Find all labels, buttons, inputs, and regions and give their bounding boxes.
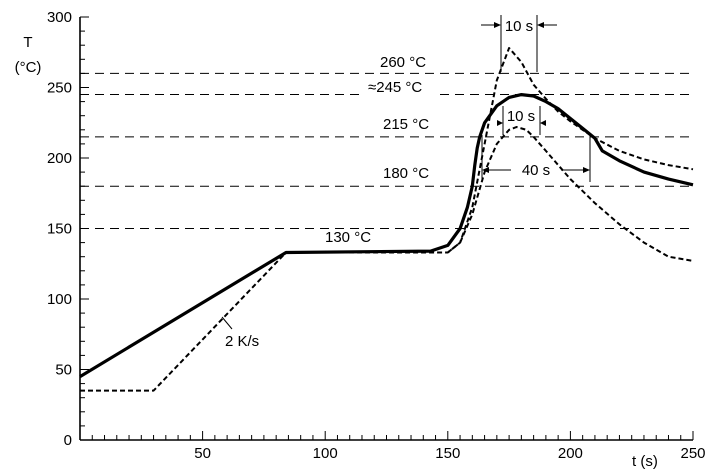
reference-label-bg-245: [364, 77, 436, 95]
ramp-leader-line: [221, 316, 233, 330]
mid-width-arrowhead-right: [540, 120, 546, 126]
liquidus-width-label: 40 s: [522, 162, 550, 179]
y-tick-label-300: 300: [47, 9, 72, 26]
top-width-arrowhead-left: [494, 22, 501, 28]
x-tick-label-50: 50: [194, 445, 211, 462]
ramp-label: 2 K/s: [225, 333, 259, 350]
mid-width-label: 10 s: [507, 108, 535, 125]
y-tick-label-50: 50: [55, 362, 72, 379]
y-tick-label-150: 150: [47, 221, 72, 238]
x-tick-label-100: 100: [313, 445, 338, 462]
top-width-arrowhead-right: [537, 22, 544, 28]
reference-label-215: 215 °C: [383, 116, 429, 133]
tick-labels: 50 100 150 200 250 0 50 100 150 200 250 300: [47, 9, 706, 462]
x-tick-label-150: 150: [435, 445, 460, 462]
y-axis-label: T: [23, 34, 32, 51]
reference-labels: 260 °C ≈245 °C 215 °C 180 °C: [364, 52, 451, 182]
series-line-3: [447, 126, 694, 262]
reference-label-bg-215: [379, 114, 451, 132]
mid-width-arrowhead-left: [497, 120, 503, 126]
series-line-1: [79, 93, 694, 378]
reference-label-bg-180: [379, 163, 451, 181]
reference-label-bg-260: [376, 52, 448, 70]
series-line-2: [80, 47, 694, 392]
reference-label-245: ≈245 °C: [368, 79, 422, 96]
y-tick-label-100: 100: [47, 291, 72, 308]
series-lines: [79, 47, 694, 392]
reference-label-260: 260 °C: [380, 54, 426, 71]
y-tick-label-200: 200: [47, 150, 72, 167]
x-tick-label-200: 200: [558, 445, 583, 462]
plateau-label: 130 °C: [325, 229, 371, 246]
y-axis-unit: (°C): [15, 59, 42, 76]
annotations: 130 °C 2 K/s 10 s 10 s 40 s: [221, 15, 591, 350]
x-tick-label-250: 250: [680, 445, 705, 462]
y-tick-label-0: 0: [64, 432, 72, 449]
liquidus-width-arrowhead-right: [583, 167, 590, 173]
reference-label-180: 180 °C: [383, 165, 429, 182]
tick-marks: [80, 16, 694, 440]
y-tick-label-250: 250: [47, 80, 72, 97]
top-width-label: 10 s: [505, 18, 533, 35]
liquidus-width-arrowhead-left: [482, 167, 489, 173]
x-axis-label: t (s): [632, 453, 658, 470]
